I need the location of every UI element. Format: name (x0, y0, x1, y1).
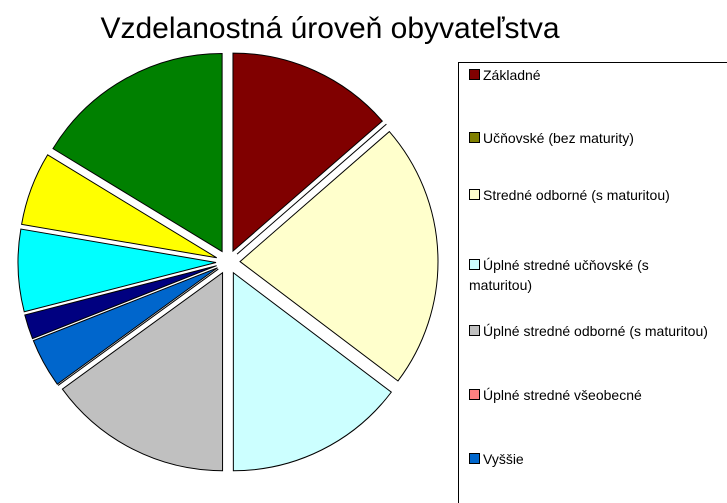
legend-label: Učňovské (bez maturity) (483, 130, 634, 146)
legend-item: Učňovské (bez maturity) (469, 128, 709, 148)
legend-label: Úplné stredné učňovské (s maturitou) (469, 257, 649, 293)
legend-label: Základné (483, 67, 541, 83)
legend-label: Úplné stredné odborné (s maturitou) (483, 323, 708, 339)
pie-slice (232, 52, 384, 253)
pie-slice (32, 267, 218, 385)
legend-label: Vyššie (483, 451, 524, 467)
legend-label: Úplné stredné všeobecné (483, 387, 642, 403)
pie-slice (17, 228, 217, 313)
pie-slice (52, 53, 223, 253)
chart-title: Vzdelanostná úroveň obyvateľstva (100, 12, 559, 45)
legend-item: Vyššie (469, 449, 709, 469)
legend-item: Stredné odborné (s maturitou) (469, 185, 709, 205)
legend: Základné Učňovské (bez maturity) Stredné o… (458, 62, 727, 503)
legend-swatch (469, 189, 480, 200)
legend-swatch (469, 325, 480, 336)
legend-swatch (469, 389, 480, 400)
legend-swatch (469, 132, 480, 143)
legend-swatch (469, 259, 480, 270)
legend-swatch (469, 69, 480, 80)
pie-slice (24, 265, 217, 340)
pie-slice (21, 154, 218, 259)
legend-item: Úplné stredné odborné (s maturitou) (469, 321, 709, 341)
legend-label: Stredné odborné (s maturitou) (483, 187, 670, 203)
legend-swatch (469, 453, 480, 464)
legend-item: Úplné stredné všeobecné (469, 385, 709, 405)
pie-slice (239, 130, 439, 382)
legend-item: Základné (469, 65, 709, 85)
legend-item: Úplné stredné učňovské (s maturitou) (469, 255, 709, 295)
pie-slice (61, 271, 224, 472)
pie-slice (232, 271, 393, 472)
pie (17, 52, 439, 472)
